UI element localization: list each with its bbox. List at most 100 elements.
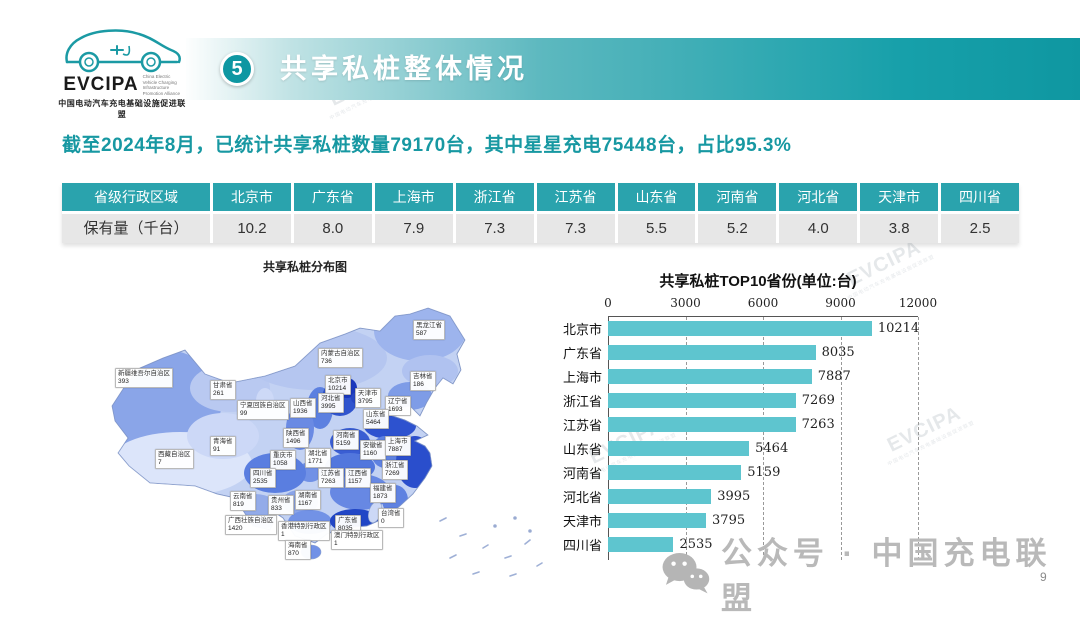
bar-category-label: 北京市	[563, 321, 603, 337]
table-column-header: 江苏省	[536, 183, 615, 211]
wechat-icon	[662, 553, 710, 594]
bar	[608, 440, 750, 456]
map-region-label: 河南省 5159	[333, 430, 359, 451]
chart-bars: 北京市 10214 广东省 8035 上海市 7887 浙江省 7269 江苏省 7263 山东省 5…	[563, 316, 1033, 556]
map-region-label: 海南省 870	[285, 540, 311, 561]
gridline	[763, 317, 764, 560]
bar-category-label: 江苏省	[563, 417, 603, 433]
map-region-label: 江西省 1157	[345, 468, 371, 489]
table-column-header: 河北省	[779, 183, 858, 211]
map-region-label: 澳门特别行政区 1	[331, 530, 383, 551]
table-corner-header: 省级行政区域	[62, 183, 210, 211]
bar-row: 山东省 5464	[563, 436, 1033, 460]
x-tick-label: 0	[604, 296, 612, 310]
brand-name: EVCIPA	[63, 74, 139, 95]
bar-value-label: 5464	[755, 440, 789, 456]
evcipa-logo: EVCIPA China Electric Vehicle Charging I…	[56, 24, 188, 120]
map-region-label: 天津市 3795	[355, 388, 381, 409]
bar-category-label: 上海市	[563, 369, 603, 385]
ev-car-icon	[65, 29, 181, 73]
social-watermark-text: 公众号 · 中国充电联盟	[720, 536, 1052, 616]
map-panel: 共享私桩分布图	[105, 256, 560, 596]
map-region-label: 江苏省 7263	[318, 468, 344, 489]
table-column-header: 北京市	[213, 183, 291, 211]
bar	[608, 392, 796, 408]
bar	[608, 344, 816, 360]
map-region-label: 山西省 1936	[290, 398, 316, 419]
table-cell: 3.8	[860, 214, 939, 243]
page-number: 9	[1040, 570, 1047, 584]
map-region-label: 吉林省 186	[410, 371, 436, 392]
map-region-label: 甘肃省 261	[210, 380, 236, 401]
bar-value-label: 7263	[801, 416, 835, 432]
map-region-label: 四川省 2535	[250, 468, 276, 489]
bar-value-label: 5159	[747, 464, 781, 480]
table-column-header: 上海市	[374, 183, 453, 211]
table-cell: 4.0	[779, 214, 858, 243]
table-cell: 7.3	[536, 214, 615, 243]
bar-value-label: 3795	[712, 512, 746, 528]
table-cell: 10.2	[213, 214, 291, 243]
x-tick-label: 3000	[670, 296, 701, 310]
bar-row: 上海市 7887	[563, 364, 1033, 388]
bar-value-label: 2535	[679, 536, 713, 552]
x-tick-label: 9000	[825, 296, 856, 310]
map-region-label: 香港特别行政区 1	[278, 521, 330, 542]
brand-tagline-cn: 中国电动汽车充电基础设施促进联盟	[58, 99, 186, 119]
bar-category-label: 河北省	[563, 489, 603, 505]
map-region-label: 安徽省 1160	[360, 440, 386, 461]
bar-value-label: 7887	[817, 368, 851, 384]
x-tick-label: 12000	[898, 296, 938, 310]
page-title: 共享私桩整体情况	[280, 54, 528, 84]
gridline	[918, 317, 919, 560]
map-region-label: 湖南省 1167	[295, 490, 321, 511]
bar-category-label: 浙江省	[563, 393, 603, 409]
south-china-sea-dashes	[439, 516, 543, 577]
bar-value-label: 10214	[877, 320, 920, 336]
map-region-label: 青海省 91	[210, 436, 236, 457]
bar-category-label: 四川省	[563, 537, 603, 553]
map-region-label: 西藏自治区 7	[155, 449, 194, 470]
bar	[608, 320, 872, 336]
province-holdings-table: 省级行政区域 北京市 广东省 上海市 浙江省 江苏省 山东省 河南省 河北省 天津市 四川省 保有…	[62, 183, 1019, 243]
bar	[608, 488, 712, 504]
table-column-header: 山东省	[617, 183, 696, 211]
map-region-label: 台湾省 0	[378, 508, 404, 529]
x-tick-label: 6000	[747, 296, 779, 310]
bar-row: 广东省 8035	[563, 340, 1033, 364]
gridline	[840, 317, 842, 560]
map-region-label: 重庆市 1058	[270, 450, 296, 471]
bar-value-label: 3995	[717, 488, 751, 504]
map-region-label: 广西壮族自治区 1420	[225, 515, 277, 536]
table-column-header: 天津市	[860, 183, 939, 211]
bar-value-label: 7269	[801, 392, 835, 408]
bar	[608, 368, 812, 384]
map-region-label: 贵州省 833	[268, 495, 294, 516]
bar-row: 北京市 10214	[563, 316, 1033, 340]
top10-bar-chart: 共享私桩TOP10省份(单位:台) 0 3000 6000 9000 12000 北京市…	[563, 270, 1033, 570]
table-column-header: 广东省	[293, 183, 372, 211]
brand-tagline-en: China Electric Vehicle Charging Infrastr…	[142, 74, 180, 96]
map-region-label: 河北省 3995	[318, 393, 344, 414]
section-number-badge: 5	[220, 52, 254, 86]
y-axis-line	[608, 317, 609, 560]
x-axis-ticks: 0 3000 6000 9000 12000	[604, 296, 937, 312]
map-region-label: 宁夏回族自治区 99	[237, 400, 289, 421]
map-region-label: 山东省 5464	[363, 409, 389, 430]
bar	[608, 536, 674, 552]
bar-category-label: 广东省	[563, 345, 603, 361]
table-column-header: 浙江省	[455, 183, 534, 211]
bar-row: 河北省 3995	[563, 484, 1033, 508]
map-region-label: 福建省 1873	[370, 483, 396, 504]
bar-row: 浙江省 7269	[563, 388, 1033, 412]
table-cell: 5.2	[698, 214, 777, 243]
table-metric-label: 保有量（千台）	[62, 214, 210, 243]
summary-text: 截至2024年8月，已统计共享私桩数量79170台，其中星星充电75448台，占…	[62, 135, 792, 156]
bar	[608, 512, 707, 528]
bar	[608, 464, 742, 480]
bar-category-label: 山东省	[563, 441, 603, 457]
table-cell: 7.3	[455, 214, 534, 243]
table-column-header: 河南省	[698, 183, 777, 211]
bar-value-label: 8035	[821, 344, 855, 360]
map-region-label: 内蒙古自治区 736	[318, 348, 363, 369]
